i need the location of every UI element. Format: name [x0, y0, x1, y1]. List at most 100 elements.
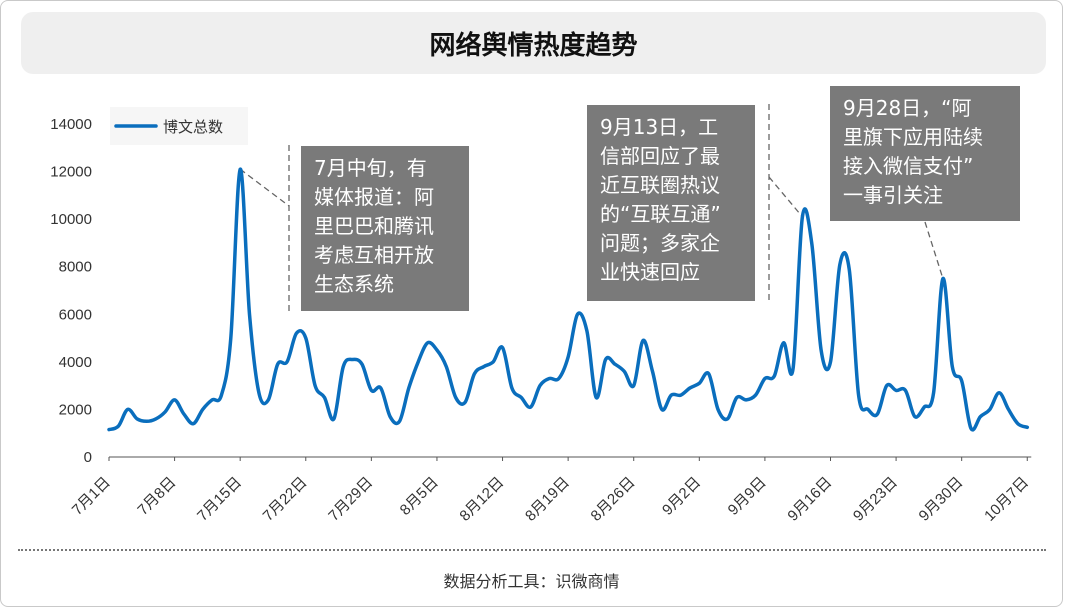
data-point-10月3日 [988, 407, 992, 411]
data-point-7月4日 [135, 417, 139, 421]
data-point-9月9日 [763, 377, 767, 381]
data-point-9月22日 [885, 384, 889, 388]
data-point-9月15日 [819, 348, 823, 352]
data-point-9月7日 [744, 398, 748, 402]
data-point-8月15日 [529, 405, 533, 409]
data-point-8月30日 [669, 393, 673, 397]
data-point-7月18日 [266, 398, 270, 402]
x-tick-label: 8月19日 [522, 474, 573, 525]
data-point-7月28日 [360, 362, 364, 366]
x-tick-label: 7月15日 [194, 474, 245, 525]
data-point-9月20日 [866, 407, 870, 411]
data-point-8月11日 [491, 360, 495, 364]
x-tick-label: 8月12日 [456, 474, 507, 525]
annotation-box-2: 9月13日，工 信部回应了最 近互联圈热议 的“互联互通” 问题；多家企 业快速… [587, 105, 755, 301]
data-point-9月18日 [847, 267, 851, 271]
x-tick-label: 7月1日 [69, 474, 114, 519]
data-point-8月31日 [679, 393, 683, 397]
data-point-8月12日 [501, 346, 505, 350]
annotation-3-leader [924, 221, 944, 279]
data-point-7月8日 [173, 398, 177, 402]
data-point-9月29日 [950, 365, 954, 369]
data-point-8月26日 [632, 384, 636, 388]
data-point-9月4日 [716, 407, 720, 411]
data-point-7月6日 [154, 417, 158, 421]
data-point-7月21日 [294, 331, 298, 335]
data-point-7月12日 [210, 398, 214, 402]
data-point-8月5日 [435, 348, 439, 352]
data-point-8月6日 [444, 365, 448, 369]
data-point-8月1日 [398, 419, 402, 423]
data-point-8月20日 [576, 312, 580, 316]
data-point-10月6日 [1016, 422, 1020, 426]
data-point-7月19日 [276, 362, 280, 366]
data-point-9月1日 [688, 386, 692, 390]
data-point-9月13日 [800, 215, 804, 219]
data-point-7月1日 [107, 428, 111, 432]
x-tick-label: 9月23日 [850, 474, 901, 525]
data-point-9月24日 [903, 388, 907, 392]
data-point-9月25日 [913, 415, 917, 419]
data-point-9月6日 [735, 396, 739, 400]
data-point-8月19日 [566, 355, 570, 359]
x-axis: 7月1日 7月8日 7月15日 7月22日 7月29日 8月5日 8月12日 8月19日 8月2… [69, 456, 1032, 525]
data-point-9月30日 [960, 379, 964, 383]
data-point-9月10日 [772, 374, 776, 378]
data-point-9月12日 [791, 367, 795, 371]
data-point-7月20日 [285, 360, 289, 364]
y-tick-label: 6000 [59, 306, 92, 323]
x-tick-label: 7月8日 [134, 474, 179, 519]
data-source-footer: 数据分析工具：识微商情 [443, 572, 620, 591]
x-tick-label: 8月5日 [397, 474, 442, 519]
data-point-8月3日 [416, 360, 420, 364]
data-point-9月14日 [810, 241, 814, 245]
data-point-8月22日 [594, 396, 598, 400]
data-point-7月5日 [145, 419, 149, 423]
x-tick-label: 9月9日 [725, 474, 770, 519]
data-point-9月23日 [894, 388, 898, 392]
data-point-7月9日 [182, 412, 186, 416]
data-point-8月8日 [463, 400, 467, 404]
data-point-9月16日 [829, 360, 833, 364]
data-point-7月2日 [116, 424, 120, 428]
data-point-7月29日 [369, 388, 373, 392]
data-point-8月28日 [651, 369, 655, 373]
y-tick-label: 12000 [50, 164, 92, 181]
data-point-9月21日 [875, 412, 879, 416]
data-point-7月11日 [201, 407, 205, 411]
data-point-8月4日 [426, 341, 430, 345]
data-point-8月27日 [641, 338, 645, 342]
x-tick-label: 10月7日 [981, 474, 1032, 525]
series-line-博文总数 [107, 167, 1030, 432]
data-point-10月2日 [978, 415, 982, 419]
data-point-7月22日 [304, 336, 308, 340]
data-point-7月15日 [238, 167, 242, 171]
data-point-10月4日 [997, 391, 1001, 395]
data-point-8月17日 [547, 377, 551, 381]
data-point-7月10日 [191, 422, 195, 426]
annotation-2-leader [768, 176, 803, 218]
annotation-1-leader [239, 168, 290, 207]
y-tick-label: 14000 [50, 116, 92, 133]
data-point-7月31日 [388, 415, 392, 419]
data-point-7月3日 [126, 407, 130, 411]
data-point-8月18日 [557, 377, 561, 381]
data-point-9月8日 [754, 393, 758, 397]
x-tick-label: 7月22日 [260, 474, 311, 525]
data-point-9月27日 [932, 391, 936, 395]
data-point-9月5日 [725, 417, 729, 421]
data-point-10月7日 [1025, 425, 1029, 429]
x-tick-label: 9月30日 [916, 474, 967, 525]
data-point-7月25日 [332, 417, 336, 421]
data-point-9月2日 [697, 381, 701, 385]
data-point-8月10日 [482, 365, 486, 369]
y-tick-label: 10000 [50, 211, 92, 228]
data-point-9月26日 [922, 405, 926, 409]
annotation-leaders [239, 104, 944, 312]
data-point-9月17日 [838, 262, 842, 266]
data-point-8月23日 [604, 358, 608, 362]
data-point-7月13日 [219, 393, 223, 397]
x-tick-label: 7月29日 [325, 474, 376, 525]
legend: 博文总数 [110, 107, 248, 145]
